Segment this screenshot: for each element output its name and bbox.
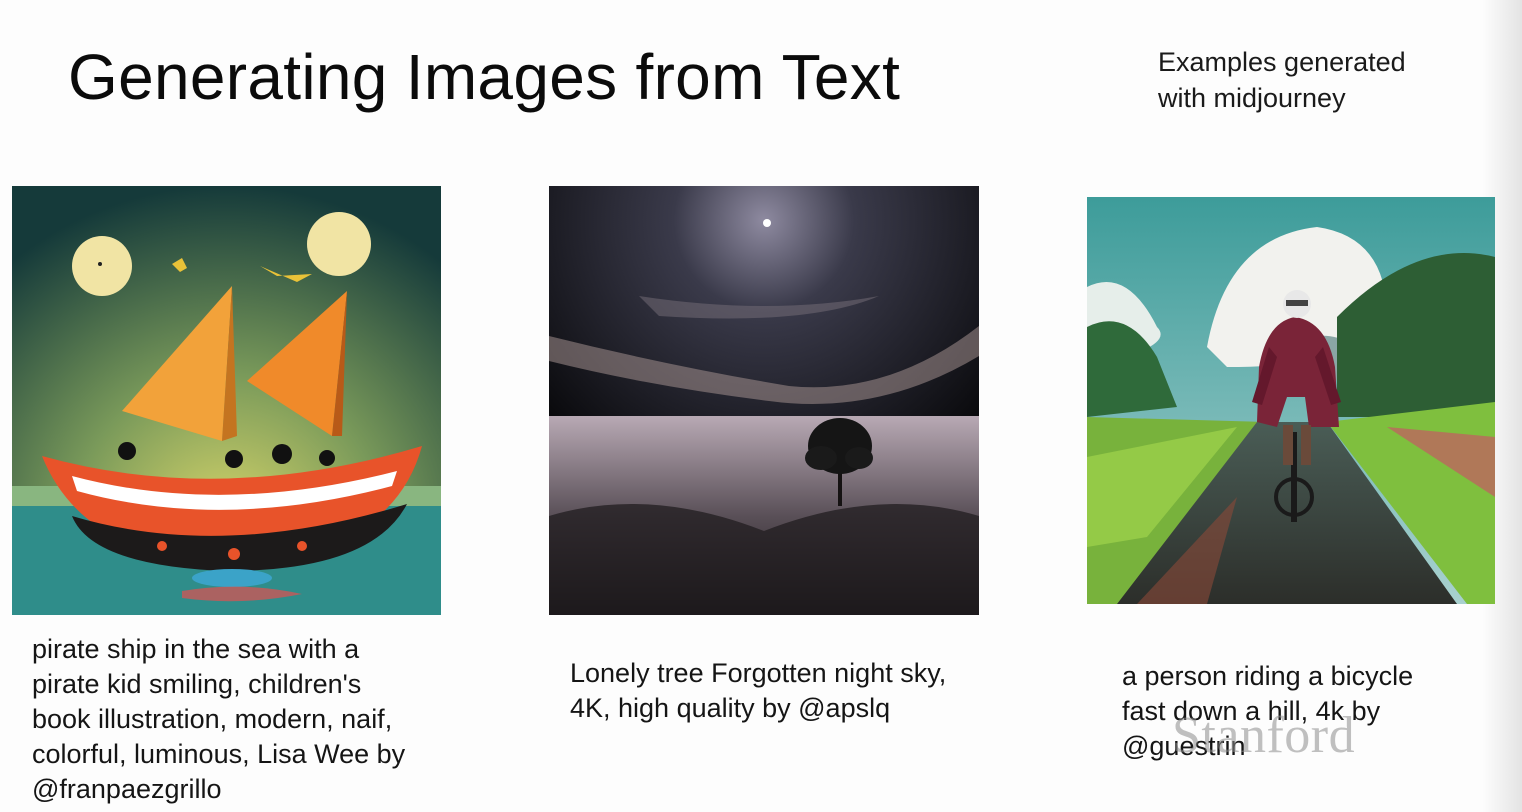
bicycle-rider-image bbox=[1087, 197, 1495, 604]
lonely-tree-image bbox=[549, 186, 979, 615]
pirate-ship-illustration-icon bbox=[12, 186, 441, 615]
pirate-ship-image bbox=[12, 186, 441, 615]
caption-bicycle: a person riding a bicycle fast down a hi… bbox=[1122, 661, 1414, 761]
caption-lonely-tree: Lonely tree Forgotten night sky, 4K, hig… bbox=[570, 658, 947, 723]
caption-pirate-ship: pirate ship in the sea with a pirate kid… bbox=[32, 634, 406, 804]
person-riding-bicycle-icon bbox=[1087, 197, 1495, 604]
slide-note: Examples generated with midjourney bbox=[1158, 47, 1406, 113]
lonely-tree-night-sky-icon bbox=[549, 186, 979, 615]
slide-title: Generating Images from Text bbox=[68, 41, 901, 113]
stanford-watermark: Stanford bbox=[1172, 707, 1356, 764]
